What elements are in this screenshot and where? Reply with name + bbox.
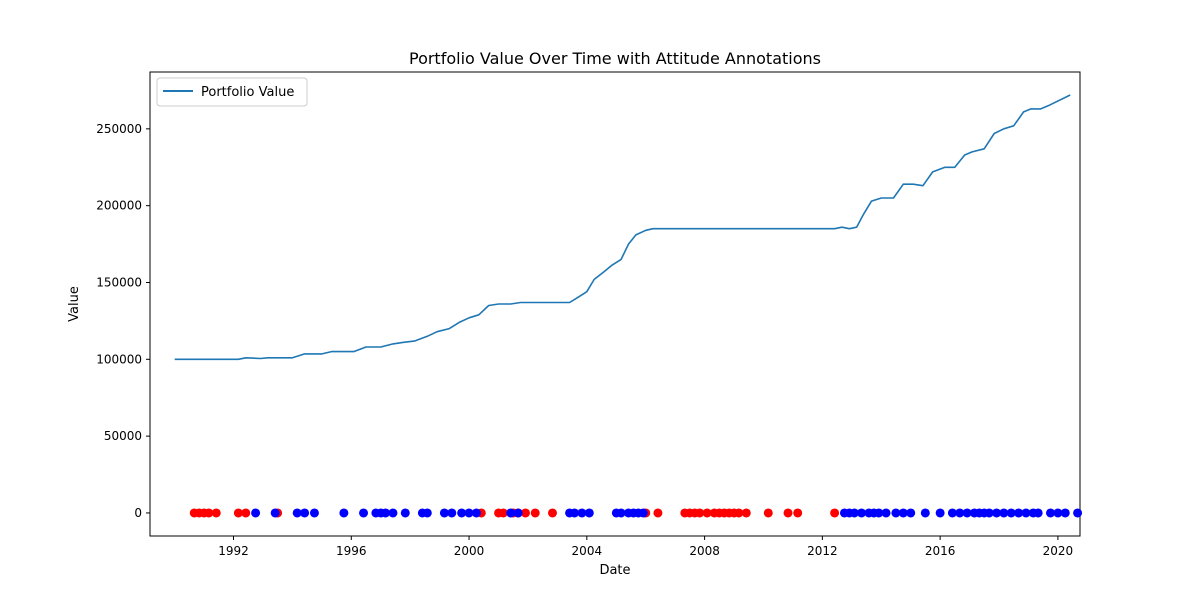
positive-attitude-marker [906, 508, 916, 518]
positive-attitude-marker [1021, 508, 1031, 518]
positive-attitude-marker [251, 508, 261, 518]
positive-attitude-marker [992, 508, 1002, 518]
y-tick-label: 150000 [96, 275, 142, 289]
positive-attitude-marker [874, 508, 884, 518]
positive-attitude-marker [270, 508, 280, 518]
positive-attitude-marker [457, 508, 467, 518]
positive-attitude-marker [1073, 508, 1083, 518]
negative-attitude-marker [233, 508, 243, 518]
negative-attitude-marker [830, 508, 840, 518]
positive-attitude-marker [506, 508, 516, 518]
positive-attitude-marker [569, 508, 579, 518]
positive-attitude-marker [471, 508, 481, 518]
positive-attitude-marker [984, 508, 994, 518]
negative-attitude-marker [763, 508, 773, 518]
negative-attitude-marker [241, 508, 251, 518]
positive-attitude-marker [1060, 508, 1070, 518]
positive-attitude-marker [422, 508, 432, 518]
series-layer [174, 94, 1071, 361]
positive-attitude-marker [464, 508, 474, 518]
y-tick-label: 100000 [96, 352, 142, 366]
negative-attitude-marker [653, 508, 663, 518]
positive-attitude-marker [857, 508, 867, 518]
positive-attitude-marker [300, 508, 310, 518]
plot-area: 1992 1996 2000 2004 2008 2012 2016 2020 0 50000 1… [96, 71, 1083, 558]
positive-attitude-marker [881, 508, 891, 518]
x-tick-label: 2016 [925, 544, 956, 558]
positive-attitude-marker [439, 508, 449, 518]
negative-attitude-marker [211, 508, 221, 518]
annotation-markers [189, 508, 1083, 518]
positive-attitude-marker [577, 508, 587, 518]
positive-attitude-marker [1033, 508, 1043, 518]
positive-attitude-marker [962, 508, 972, 518]
positive-attitude-marker [955, 508, 965, 518]
positive-attitude-marker [359, 508, 369, 518]
positive-attitude-marker [400, 508, 410, 518]
positive-attitude-marker [584, 508, 594, 518]
positive-attitude-marker [292, 508, 302, 518]
x-tick-label: 2004 [572, 544, 603, 558]
negative-attitude-marker [530, 508, 540, 518]
positive-attitude-marker [1006, 508, 1016, 518]
positive-attitude-marker [898, 508, 908, 518]
plot-frame [149, 71, 1081, 537]
positive-attitude-marker [638, 508, 648, 518]
x-tick-label: 2020 [1043, 544, 1074, 558]
y-axis: 0 50000 100000 150000 200000 250000 [96, 122, 150, 520]
y-tick-label: 0 [134, 506, 142, 520]
y-tick-label: 200000 [96, 199, 142, 213]
y-tick-label: 50000 [104, 429, 142, 443]
legend-box [156, 77, 308, 107]
positive-attitude-marker [513, 508, 523, 518]
positive-attitude-marker [1014, 508, 1024, 518]
x-tick-label: 2012 [807, 544, 838, 558]
positive-attitude-marker [1053, 508, 1063, 518]
x-tick-label: 1992 [218, 544, 249, 558]
positive-attitude-marker [891, 508, 901, 518]
y-tick-label: 250000 [96, 122, 142, 136]
positive-attitude-marker [920, 508, 930, 518]
legend: Portfolio Value [156, 77, 308, 107]
negative-attitude-marker [695, 508, 705, 518]
positive-attitude-marker [381, 508, 391, 518]
positive-attitude-marker [309, 508, 319, 518]
y-axis-label: Value [67, 286, 82, 322]
negative-attitude-marker [702, 508, 712, 518]
negative-attitude-marker [498, 508, 508, 518]
x-tick-label: 1996 [336, 544, 367, 558]
positive-attitude-marker [935, 508, 945, 518]
positive-attitude-marker [1045, 508, 1055, 518]
negative-attitude-marker [783, 508, 793, 518]
negative-attitude-marker [734, 508, 744, 518]
negative-attitude-marker [793, 508, 803, 518]
positive-attitude-marker [999, 508, 1009, 518]
x-axis-label: Date [599, 563, 630, 578]
x-tick-label: 2008 [689, 544, 720, 558]
negative-attitude-marker [204, 508, 214, 518]
positive-attitude-marker [849, 508, 859, 518]
positive-attitude-marker [616, 508, 626, 518]
negative-attitude-marker [547, 508, 557, 518]
positive-attitude-marker [339, 508, 349, 518]
negative-attitude-marker [741, 508, 751, 518]
x-axis: 1992 1996 2000 2004 2008 2012 2016 2020 [218, 536, 1073, 558]
positive-attitude-marker [388, 508, 398, 518]
chart-title: Portfolio Value Over Time with Attitude … [409, 49, 821, 68]
positive-attitude-marker [947, 508, 957, 518]
x-tick-label: 2000 [454, 544, 485, 558]
portfolio-value-line [174, 94, 1071, 361]
negative-attitude-marker [520, 508, 530, 518]
positive-attitude-marker [447, 508, 457, 518]
legend-label-portfolio-value: Portfolio Value [201, 85, 294, 100]
